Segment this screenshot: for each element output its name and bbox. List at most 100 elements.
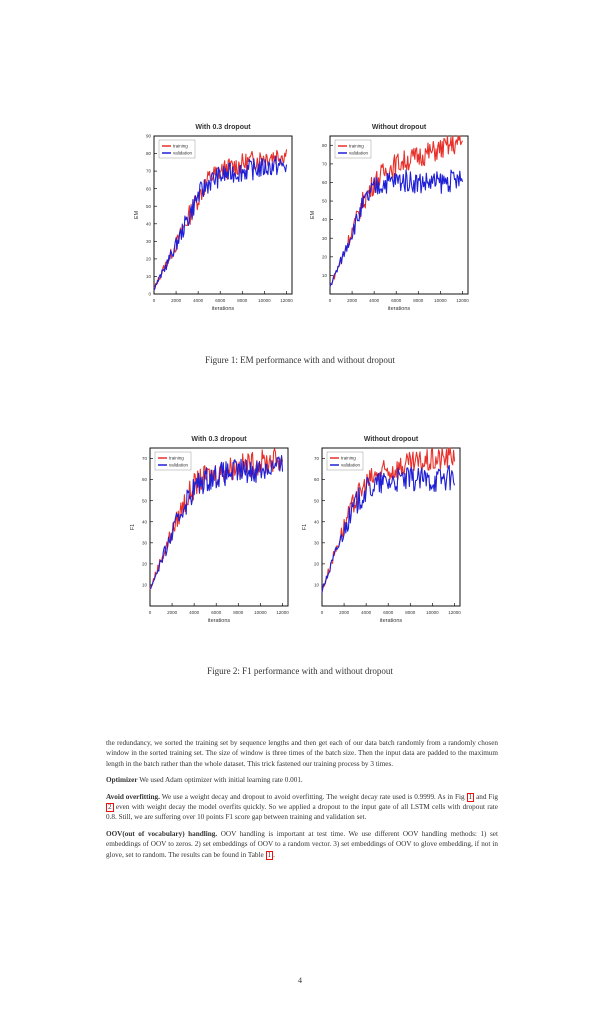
figure2-chart-left: With 0.3 dropout 0 2000 4000 6000 8000 10000 12… bbox=[130, 436, 289, 624]
x-tick-label: 8000 bbox=[405, 610, 416, 615]
series-line-validation bbox=[153, 155, 288, 291]
figure1-chart-right: Without dropout 0 2000 4000 6000 8000 10000 120… bbox=[310, 124, 469, 312]
page-number: 4 bbox=[298, 976, 302, 985]
legend-label: training bbox=[349, 144, 364, 149]
x-tick-label: 6000 bbox=[391, 298, 402, 303]
x-tick-label: 12000 bbox=[456, 298, 469, 303]
x-tick-label: 12000 bbox=[448, 610, 461, 615]
chart-title: With 0.3 dropout bbox=[195, 124, 251, 131]
y-tick-label: 80 bbox=[322, 143, 328, 148]
y-axis-label: F1 bbox=[130, 524, 136, 530]
x-tick-label: 12000 bbox=[280, 298, 293, 303]
x-tick-label: 6000 bbox=[211, 610, 222, 615]
series-line-training bbox=[321, 447, 456, 593]
y-tick-label: 70 bbox=[322, 161, 328, 166]
legend-label: validation bbox=[169, 463, 189, 468]
y-tick-label: 10 bbox=[314, 583, 320, 588]
y-tick-label: 50 bbox=[146, 204, 152, 209]
oov-end: . bbox=[273, 850, 275, 859]
x-tick-label: 8000 bbox=[413, 298, 424, 303]
legend-label: validation bbox=[341, 463, 361, 468]
x-tick-label: 4000 bbox=[193, 298, 204, 303]
plot-frame bbox=[329, 135, 469, 295]
x-tick-label: 4000 bbox=[361, 610, 372, 615]
series-line-validation bbox=[329, 169, 464, 288]
series-line-training bbox=[329, 135, 463, 287]
oov-heading: OOV(out of vocabulary) handling. bbox=[106, 829, 218, 838]
y-axis-label: EM bbox=[134, 210, 140, 219]
x-tick-label: 2000 bbox=[339, 610, 350, 615]
x-tick-label: 8000 bbox=[237, 298, 248, 303]
legend-label: training bbox=[169, 456, 184, 461]
y-tick-label: 50 bbox=[314, 498, 320, 503]
figure-ref-link-1[interactable]: 1 bbox=[466, 792, 475, 802]
x-tick-label: 0 bbox=[321, 610, 324, 615]
series-line-validation bbox=[321, 464, 456, 593]
x-axis-label: iterations bbox=[208, 618, 231, 624]
y-tick-label: 10 bbox=[322, 273, 328, 278]
x-tick-label: 2000 bbox=[347, 298, 358, 303]
figure2-caption: Figure 2: F1 performance with and withou… bbox=[207, 666, 393, 676]
y-tick-label: 40 bbox=[322, 217, 328, 222]
x-tick-label: 0 bbox=[153, 298, 156, 303]
y-axis-label: F1 bbox=[302, 524, 308, 530]
x-tick-label: 0 bbox=[329, 298, 332, 303]
y-tick-label: 60 bbox=[322, 180, 328, 185]
y-tick-label: 20 bbox=[322, 254, 328, 259]
x-axis-label: iterations bbox=[380, 618, 403, 624]
chart-title: With 0.3 dropout bbox=[191, 436, 247, 443]
y-tick-label: 20 bbox=[314, 561, 320, 566]
legend-label: validation bbox=[349, 151, 369, 156]
y-tick-label: 60 bbox=[314, 477, 320, 482]
y-tick-label: 60 bbox=[142, 477, 148, 482]
x-tick-label: 4000 bbox=[189, 610, 200, 615]
y-tick-label: 80 bbox=[146, 151, 152, 156]
y-tick-label: 30 bbox=[322, 236, 328, 241]
overfitting-heading: Avoid overfitting. bbox=[106, 792, 160, 801]
y-tick-label: 70 bbox=[146, 169, 152, 174]
y-tick-label: 50 bbox=[142, 498, 148, 503]
x-tick-label: 12000 bbox=[276, 610, 289, 615]
plot-frame bbox=[321, 447, 461, 607]
y-tick-label: 10 bbox=[146, 274, 152, 279]
overfitting-body-c: even with weight decay the model overfit… bbox=[106, 803, 498, 822]
optimizer-body: We used Adam optimizer with initial lear… bbox=[139, 776, 303, 785]
paragraph-overfitting: Avoid overfitting. We use a weight decay… bbox=[106, 792, 498, 823]
y-tick-label: 30 bbox=[142, 540, 148, 545]
y-tick-label: 60 bbox=[146, 186, 152, 191]
overfitting-body-a: We use a weight decay and dropout to avo… bbox=[161, 792, 465, 801]
figure-ref-link-2[interactable]: 2 bbox=[106, 803, 114, 813]
plot-frame bbox=[153, 135, 293, 295]
x-tick-label: 10000 bbox=[258, 298, 271, 303]
y-tick-label: 70 bbox=[314, 456, 320, 461]
y-tick-label: 90 bbox=[146, 134, 152, 139]
overfitting-body-b: and Fig bbox=[476, 792, 499, 801]
figure1-chart-left: With 0.3 dropout 0 2000 4000 6000 8000 10000 12… bbox=[134, 124, 293, 312]
paragraph-oov: OOV(out of vocabulary) handling. OOV han… bbox=[106, 829, 498, 860]
legend-label: training bbox=[173, 144, 188, 149]
optimizer-heading: Optimizer bbox=[106, 776, 138, 785]
y-tick-label: 70 bbox=[142, 456, 148, 461]
y-tick-label: 40 bbox=[142, 519, 148, 524]
chart-title: Without dropout bbox=[364, 436, 419, 443]
oov-body: OOV handling is important at test time. … bbox=[106, 829, 498, 859]
x-tick-label: 6000 bbox=[383, 610, 394, 615]
series-line-training bbox=[153, 149, 288, 289]
series-line-validation bbox=[149, 455, 284, 589]
x-tick-label: 0 bbox=[149, 610, 152, 615]
x-tick-label: 2000 bbox=[167, 610, 178, 615]
x-tick-label: 6000 bbox=[215, 298, 226, 303]
chart-title: Without dropout bbox=[372, 124, 427, 131]
y-axis-label: EM bbox=[310, 210, 316, 219]
y-tick-label: 50 bbox=[322, 199, 328, 204]
paragraph-redundancy: the redundancy, we sorted the training s… bbox=[106, 739, 498, 768]
y-tick-label: 40 bbox=[146, 221, 152, 226]
table-ref-link[interactable]: 1 bbox=[265, 850, 274, 860]
x-tick-label: 10000 bbox=[434, 298, 447, 303]
legend-label: training bbox=[341, 456, 356, 461]
x-tick-label: 10000 bbox=[426, 610, 439, 615]
y-tick-label: 40 bbox=[314, 519, 320, 524]
y-tick-label: 30 bbox=[146, 239, 152, 244]
x-axis-label: iterations bbox=[212, 306, 235, 312]
y-tick-label: 30 bbox=[314, 540, 320, 545]
